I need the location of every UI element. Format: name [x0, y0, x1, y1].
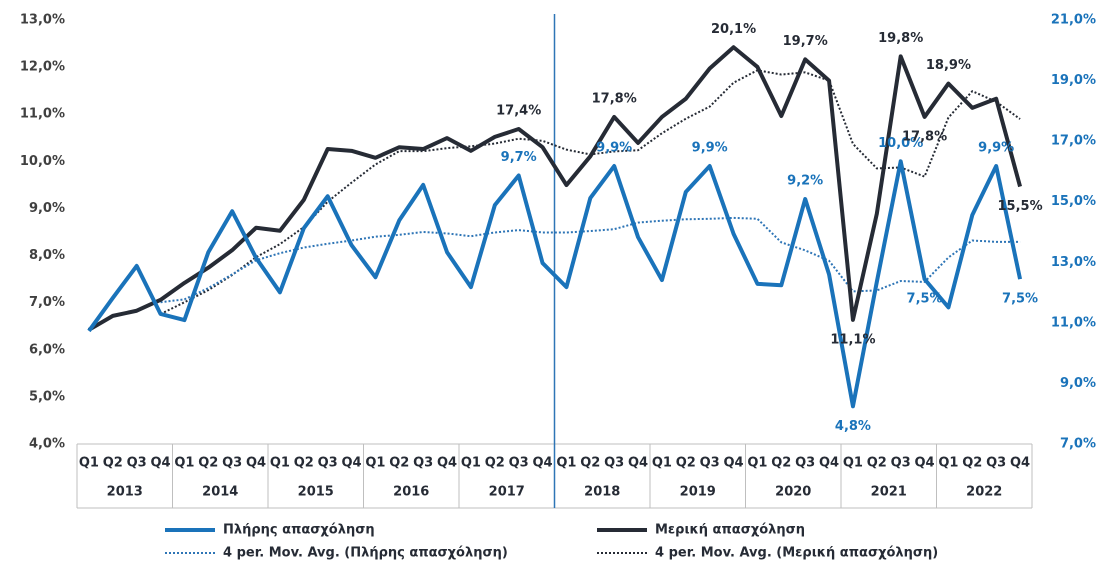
x-tick-label: Q4	[628, 456, 648, 471]
x-tick-label: Q4	[915, 456, 935, 471]
data-label: 19,8%	[878, 31, 923, 46]
year-label: 2019	[680, 485, 716, 500]
x-tick-label: Q4	[246, 456, 266, 471]
data-label: 18,9%	[926, 58, 971, 73]
x-tick-label: Q1	[365, 456, 385, 471]
x-tick-label: Q1	[461, 456, 481, 471]
y-tick-label: 4,0%	[29, 437, 65, 452]
x-tick-label: Q1	[556, 456, 576, 471]
y-tick-label: 11,0%	[20, 107, 65, 122]
x-tick-label: Q2	[485, 456, 505, 471]
x-tick-label: Q2	[294, 456, 314, 471]
data-label: 10,0%	[878, 136, 923, 151]
x-tick-label: Q1	[174, 456, 194, 471]
x-tick-label: Q2	[771, 456, 791, 471]
year-label: 2018	[584, 485, 620, 500]
year-label: 2022	[966, 485, 1002, 500]
x-tick-label: Q3	[127, 456, 147, 471]
x-tick-label: Q1	[652, 456, 672, 471]
year-label: 2014	[202, 485, 238, 500]
x-tick-label: Q1	[270, 456, 290, 471]
x-tick-label: Q2	[676, 456, 696, 471]
data-label: 9,9%	[978, 141, 1014, 156]
data-label: 9,2%	[787, 174, 823, 189]
y2-tick-label: 13,0%	[1051, 255, 1096, 270]
x-tick-label: Q1	[747, 456, 767, 471]
data-label: 17,8%	[902, 129, 947, 144]
data-label: 17,4%	[496, 104, 541, 119]
x-tick-label: Q4	[819, 456, 839, 471]
x-tick-label: Q4	[724, 456, 744, 471]
data-label: 4,8%	[835, 419, 871, 434]
y2-tick-label: 7,0%	[1060, 437, 1096, 452]
series-line	[87, 159, 1023, 409]
x-tick-label: Q3	[509, 456, 529, 471]
x-tick-label: Q3	[222, 456, 242, 471]
year-label: 2021	[871, 485, 907, 500]
y2-tick-label: 19,0%	[1051, 73, 1096, 88]
y2-tick-label: 9,0%	[1060, 376, 1096, 391]
data-label: 19,7%	[783, 34, 828, 49]
x-tick-label: Q1	[79, 456, 99, 471]
x-tick-label: Q4	[342, 456, 362, 471]
data-label: 9,9%	[596, 141, 632, 156]
data-label: 7,5%	[907, 292, 943, 307]
x-tick-label: Q3	[318, 456, 338, 471]
year-label: 2016	[393, 485, 429, 500]
year-label: 2013	[107, 485, 143, 500]
data-label: 11,1%	[830, 332, 875, 347]
x-tick-label: Q2	[962, 456, 982, 471]
y-tick-label: 13,0%	[20, 13, 65, 28]
year-label: 2020	[775, 485, 811, 500]
data-label: 17,8%	[592, 91, 637, 106]
x-tick-label: Q4	[533, 456, 553, 471]
x-tick-label: Q3	[700, 456, 720, 471]
x-tick-label: Q2	[103, 456, 123, 471]
x-tick-label: Q2	[580, 456, 600, 471]
y-tick-label: 6,0%	[29, 342, 65, 357]
x-tick-label: Q2	[867, 456, 887, 471]
y-tick-label: 10,0%	[20, 154, 65, 169]
x-tick-label: Q2	[198, 456, 218, 471]
x-tick-label: Q3	[604, 456, 624, 471]
y2-tick-label: 11,0%	[1051, 315, 1096, 330]
x-tick-label: Q3	[891, 456, 911, 471]
x-tick-label: Q3	[795, 456, 815, 471]
x-tick-label: Q4	[1010, 456, 1030, 471]
data-label: 20,1%	[711, 22, 756, 37]
y-tick-label: 7,0%	[29, 295, 65, 310]
x-tick-label: Q1	[938, 456, 958, 471]
x-tick-label: Q1	[843, 456, 863, 471]
x-tick-label: Q3	[986, 456, 1006, 471]
y-tick-label: 9,0%	[29, 201, 65, 216]
year-label: 2015	[298, 485, 334, 500]
data-label: 7,5%	[1002, 292, 1038, 307]
y-tick-label: 5,0%	[29, 389, 65, 404]
legend-label: 4 per. Mov. Avg. (Πλήρης απασχόληση)	[223, 546, 508, 561]
year-label: 2017	[489, 485, 525, 500]
moving-average-line	[160, 216, 1021, 304]
legend-label: Πλήρης απασχόληση	[223, 523, 375, 538]
data-label: 9,7%	[501, 150, 537, 165]
x-tick-label: Q4	[151, 456, 171, 471]
legend-label: 4 per. Mov. Avg. (Μερική απασχόληση)	[655, 546, 938, 561]
legend-label: Μερική απασχόληση	[655, 523, 805, 538]
y2-tick-label: 21,0%	[1051, 13, 1096, 28]
data-label: 9,9%	[692, 141, 728, 156]
x-tick-label: Q3	[413, 456, 433, 471]
y-tick-label: 12,0%	[20, 60, 65, 75]
data-label: 15,5%	[998, 199, 1043, 214]
y2-tick-label: 17,0%	[1051, 134, 1096, 149]
y-tick-label: 8,0%	[29, 248, 65, 263]
x-tick-label: Q2	[389, 456, 409, 471]
y2-tick-label: 15,0%	[1051, 194, 1096, 209]
x-tick-label: Q4	[437, 456, 457, 471]
